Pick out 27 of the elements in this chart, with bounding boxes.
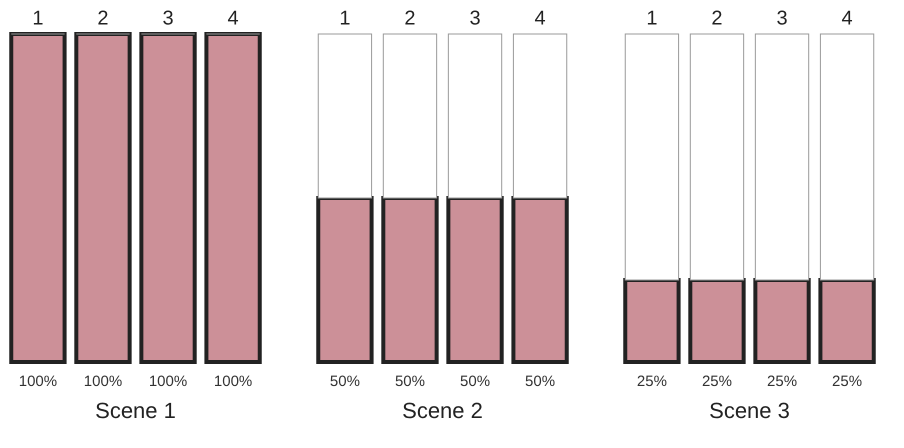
data-label: 100% — [214, 373, 252, 390]
x-tick-label: 3 — [469, 8, 481, 30]
x-tick-label: 3 — [162, 8, 174, 30]
x-tick-label: 4 — [228, 8, 239, 30]
x-tick-label: 4 — [534, 8, 546, 30]
text: Scene 3 — [709, 398, 790, 423]
x-tick-label: 1 — [646, 8, 658, 30]
x-tick-label: 2 — [404, 8, 416, 30]
data-label: 50% — [394, 373, 425, 390]
data-label: 25% — [767, 373, 798, 390]
x-tick-label: 2 — [97, 8, 109, 30]
data-label: 100% — [84, 373, 122, 390]
x-tick-label: 4 — [842, 8, 853, 30]
data-label: 50% — [460, 373, 490, 390]
data-label: 25% — [832, 373, 862, 390]
data-label: 100% — [148, 373, 188, 390]
data-label: 25% — [636, 373, 667, 390]
x-tick-label: 3 — [776, 8, 788, 30]
x-tick-label: 1 — [32, 8, 44, 30]
text: Scene 2 — [402, 398, 483, 423]
data-label: 50% — [330, 373, 360, 390]
x-tick-label: 2 — [711, 8, 723, 30]
data-label: 100% — [18, 373, 58, 390]
text: Scene 1 — [95, 398, 176, 423]
data-label: 50% — [525, 373, 556, 390]
data-label: 25% — [702, 373, 732, 390]
x-tick-label: 1 — [339, 8, 350, 30]
